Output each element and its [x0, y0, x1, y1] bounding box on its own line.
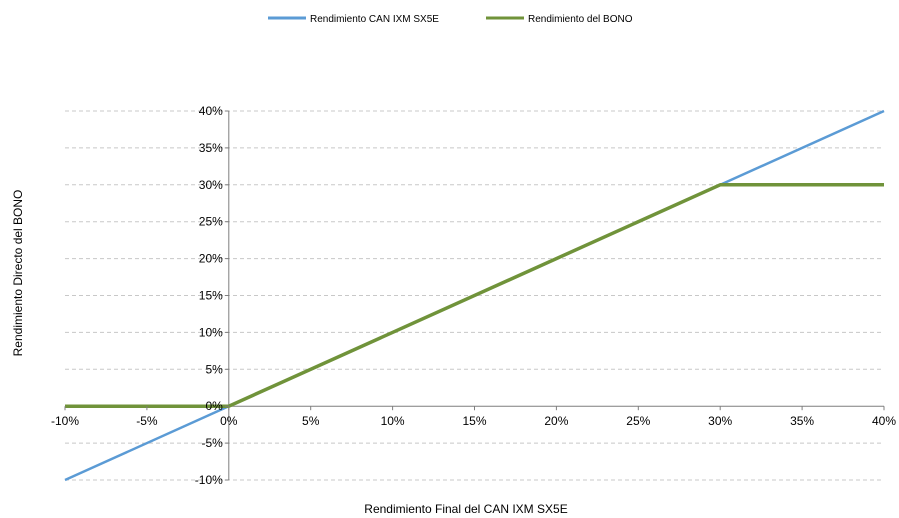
x-tick-label: 5%: [302, 414, 320, 428]
legend: Rendimiento CAN IXM SX5E Rendimiento del…: [268, 14, 633, 25]
gridlines: [65, 110, 884, 481]
x-tick-label: 30%: [708, 414, 732, 428]
y-axis-title: Rendimiento Directo del BONO: [11, 190, 25, 357]
x-tick-label: 40%: [872, 414, 896, 428]
y-tick-label: -10%: [195, 473, 223, 487]
y-tick-labels: 40% 35% 30% 25% 20% 15% 10% 5% 0% -5% -10%: [195, 104, 229, 487]
x-tick-label: 25%: [626, 414, 650, 428]
y-tick-label: -5%: [201, 436, 223, 450]
legend-label-bono: Rendimiento del BONO: [528, 14, 633, 25]
y-tick-label: 10%: [199, 325, 223, 339]
x-tick-label: 15%: [462, 414, 486, 428]
x-tick-label: -10%: [51, 414, 79, 428]
y-tick-label: 35%: [199, 141, 223, 155]
y-tick-label: 30%: [199, 178, 223, 192]
x-tick-label: 20%: [544, 414, 568, 428]
x-tick-label: -5%: [136, 414, 158, 428]
y-tick-label: 5%: [205, 362, 223, 376]
y-tick-label: 25%: [199, 215, 223, 229]
x-tick-label: 10%: [381, 414, 405, 428]
y-tick-label: 15%: [199, 289, 223, 303]
y-tick-label: 0%: [205, 399, 223, 413]
x-tick-labels: -10% -5% 0% 5% 10% 15% 20% 25% 30% 35% 40%: [51, 406, 896, 428]
x-tick-label: 35%: [790, 414, 814, 428]
x-axis-title: Rendimiento Final del CAN IXM SX5E: [364, 502, 567, 516]
y-tick-label: 40%: [199, 104, 223, 118]
y-tick-label: 20%: [199, 252, 223, 266]
legend-label-can: Rendimiento CAN IXM SX5E: [310, 14, 439, 25]
x-tick-label: 0%: [220, 414, 238, 428]
